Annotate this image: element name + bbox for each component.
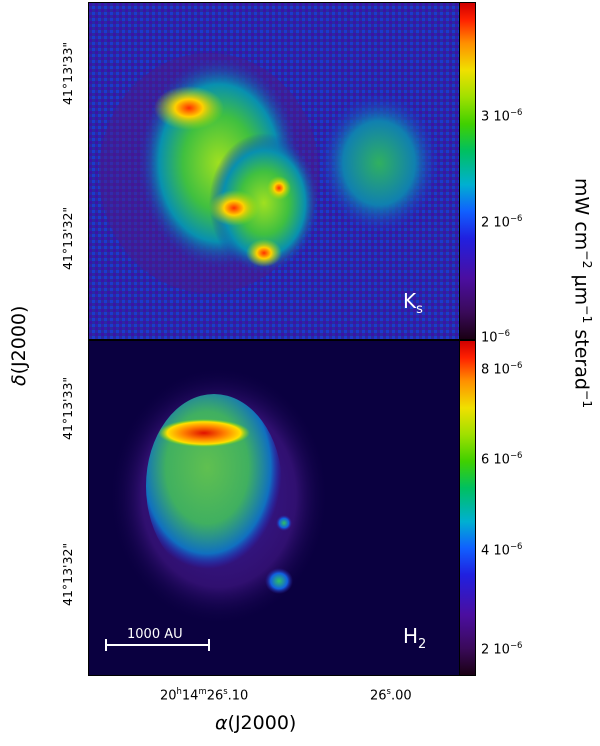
- ks-image: [89, 3, 459, 339]
- ks-cbar-tick-3: 3 10−6: [481, 107, 523, 125]
- ks-cbar-tick-1: 10−6: [481, 328, 510, 346]
- h2-cbar-tick-8: 8 10−6: [481, 360, 523, 378]
- h2-cbar-tick-4: 4 10−6: [481, 541, 523, 559]
- ks-ytick-33: 41°13'33": [60, 41, 75, 105]
- h2-band-label: H2: [403, 624, 427, 652]
- y-axis-title: δ(J2000): [8, 305, 30, 386]
- xtick-26-00: 26s.00: [370, 686, 412, 704]
- h2-cbar-tick-2: 2 10−6: [481, 640, 523, 658]
- h2-image: [109, 366, 329, 626]
- colorbar-title: mW cm−2 μm−1 sterad−1: [570, 178, 594, 409]
- ks-cbar-tick-2: 2 10−6: [481, 213, 523, 231]
- h2-ytick-33: 41°13'33": [60, 376, 75, 440]
- h2-cbar-tick-6: 6 10−6: [481, 450, 523, 468]
- ks-image-panel: Ks: [88, 2, 460, 340]
- x-axis-title: α(J2000): [215, 712, 297, 734]
- scalebar-label: 1000 AU: [127, 627, 183, 642]
- scalebar-line: [105, 644, 210, 646]
- scalebar: 1000 AU: [105, 627, 210, 651]
- h2-image-panel: 1000 AU H2: [88, 340, 460, 676]
- ks-colorbar: [459, 2, 476, 340]
- h2-ytick-32: 41°13'32": [60, 542, 75, 606]
- ks-ytick-32: 41°13'32": [60, 206, 75, 270]
- ks-band-label: Ks: [403, 289, 423, 317]
- h2-colorbar: [459, 340, 476, 676]
- xtick-26-10: 20h14m26s.10: [160, 686, 249, 704]
